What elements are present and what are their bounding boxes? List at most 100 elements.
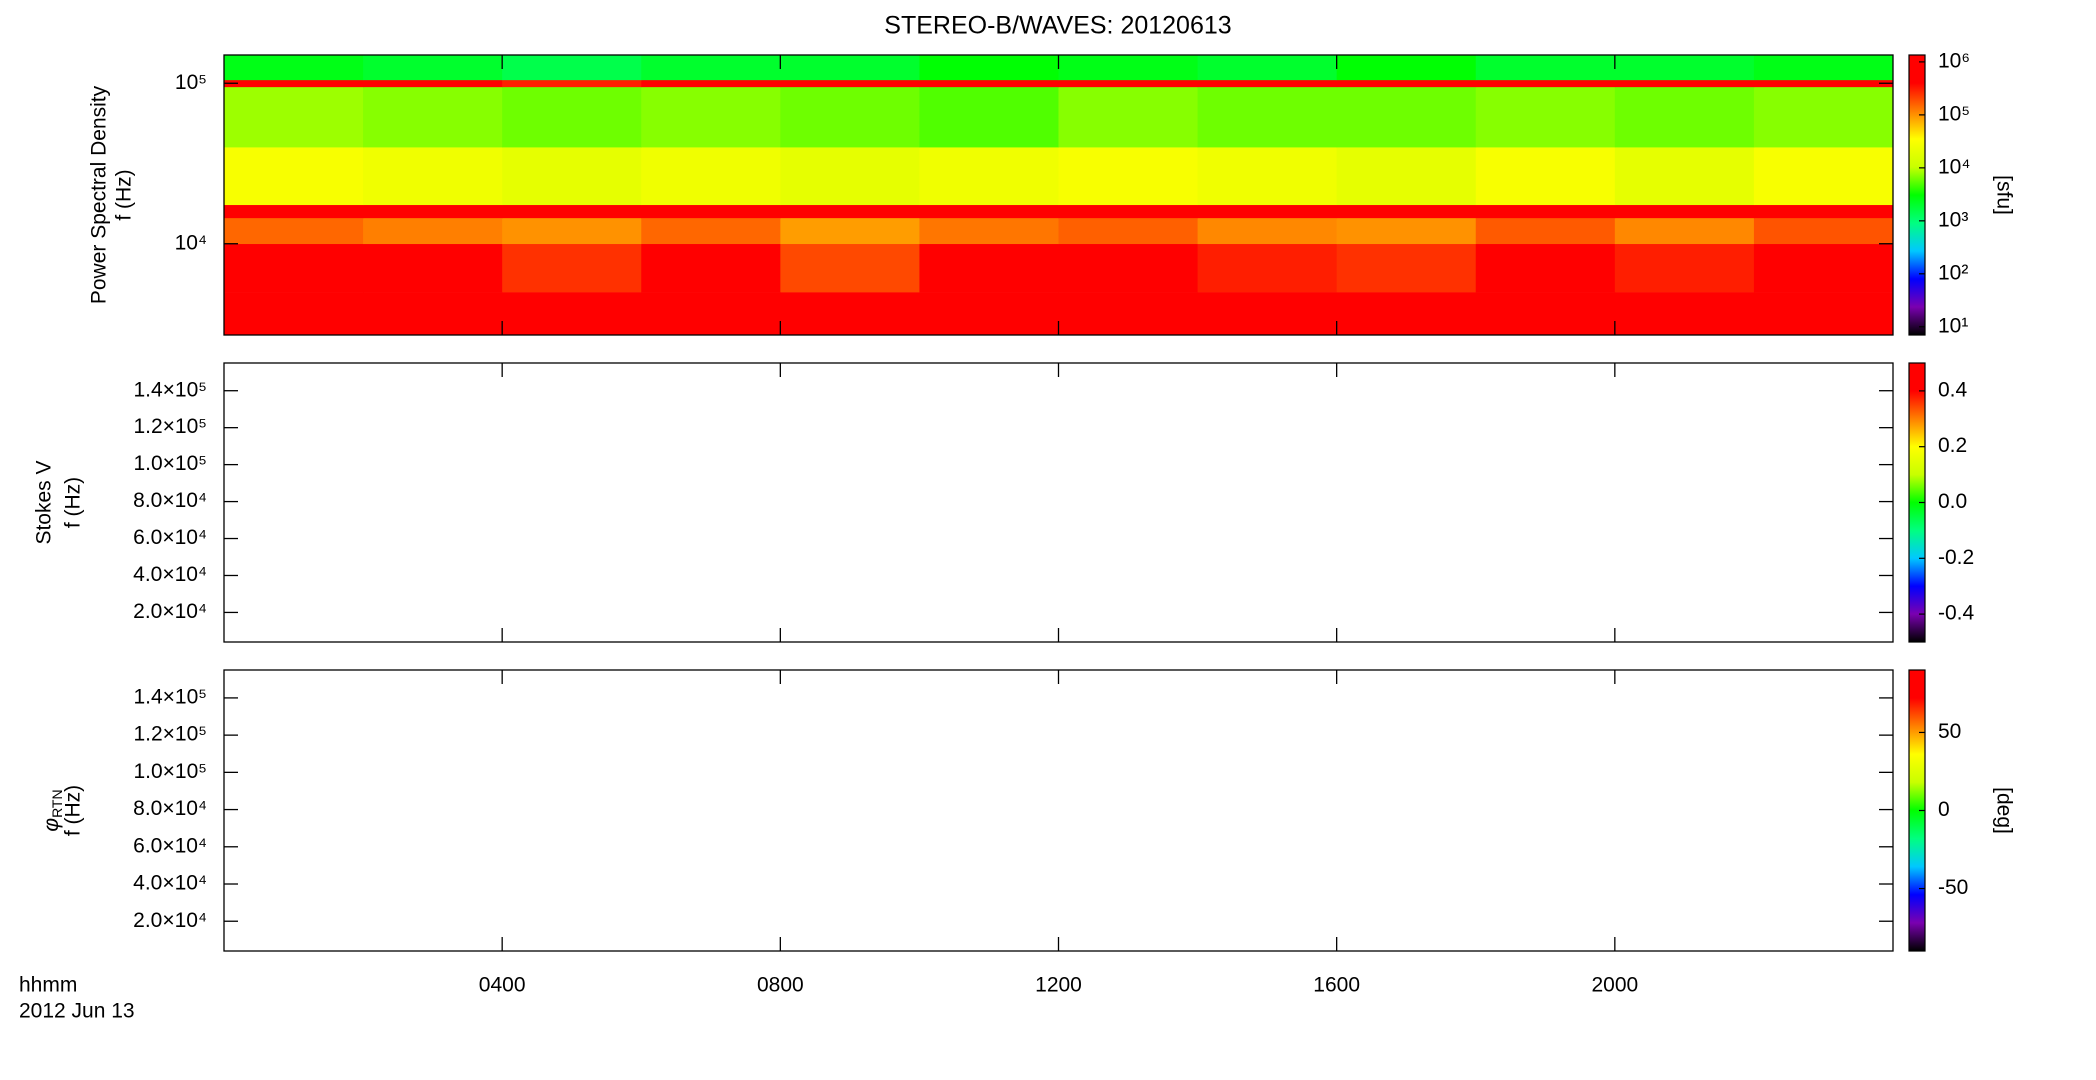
spectrogram-cell <box>363 86 503 148</box>
spectrogram-cell <box>224 86 364 148</box>
y-tick-label: 6.0×10⁴ <box>133 834 207 857</box>
spectrogram-cell <box>363 204 503 219</box>
y-tick-label: 2.0×10⁴ <box>133 600 207 623</box>
spectrogram-cell <box>363 147 503 206</box>
spectrogram-cell <box>1058 147 1199 206</box>
spectrogram-cell <box>641 243 781 293</box>
y-axis-label: f (Hz) <box>62 477 85 528</box>
spectrogram-cell <box>502 55 642 81</box>
spectrogram-cell <box>363 217 503 245</box>
spectrogram-cell <box>363 55 503 81</box>
y-tick-label: 2.0×10⁴ <box>133 909 207 932</box>
spectrogram-cell <box>641 79 781 88</box>
spectrogram-cell <box>919 217 1059 245</box>
spectrogram-cell <box>1614 243 1755 293</box>
spectrogram-cell <box>919 55 1059 81</box>
spectrogram-cell <box>641 86 781 148</box>
y-tick-label: 1.0×10⁵ <box>133 452 207 475</box>
spectrogram-cell <box>224 79 364 88</box>
colorbar-tick-label: 50 <box>1938 720 1961 743</box>
spectrogram-cell <box>1475 292 1616 336</box>
spectrogram-cell <box>363 292 503 336</box>
y-tick-label: 4.0×10⁴ <box>133 563 207 586</box>
spectrogram-cell <box>224 147 364 206</box>
spectrogram-cell <box>1753 147 1894 206</box>
spectrogram-cell <box>641 204 781 219</box>
spectrogram-cell <box>1475 147 1616 206</box>
spectrogram-cell <box>1614 79 1755 88</box>
spectrogram-cell <box>1614 217 1755 245</box>
spectrogram-cell <box>224 217 364 245</box>
spectrogram-cell <box>502 86 642 148</box>
spectrogram-cell <box>780 55 920 81</box>
spectrogram-cell <box>1197 292 1338 336</box>
x-tick-label: 1600 <box>1313 974 1360 997</box>
spectrogram-cell <box>1197 217 1338 245</box>
spectrogram-cell <box>1753 55 1894 81</box>
spectrogram-cell <box>1475 79 1616 88</box>
colorbar-tick-label: 0 <box>1938 798 1950 821</box>
x-axis-label: hhmm <box>19 974 77 997</box>
spectrogram-cell <box>1336 147 1477 206</box>
spectrogram-cell <box>780 79 920 88</box>
y-tick-label: 10⁵ <box>175 71 207 94</box>
spectrogram-cell <box>1058 86 1199 148</box>
colorbar-tick-label: 10⁶ <box>1938 49 1970 72</box>
spectrogram-cell <box>1336 217 1477 245</box>
x-tick-label: 0400 <box>479 974 526 997</box>
y-axis-label: f (Hz) <box>113 169 136 220</box>
y-tick-label: 4.0×10⁴ <box>133 872 207 895</box>
panel-frame <box>223 669 1894 952</box>
y-tick-label: 1.2×10⁵ <box>133 723 207 746</box>
spectrogram-cell <box>1336 204 1477 219</box>
x-axis-label: 2012 Jun 13 <box>19 1000 135 1023</box>
spectrogram-cell <box>641 147 781 206</box>
spectrogram-cell <box>502 204 642 219</box>
spectrogram-cell <box>641 292 781 336</box>
spectrogram-cell <box>780 217 920 245</box>
spectrogram-cell <box>502 217 642 245</box>
colorbar-tick-label: 0.2 <box>1938 434 1967 457</box>
y-tick-label: 8.0×10⁴ <box>133 797 207 820</box>
spectrogram-cell <box>919 147 1059 206</box>
spectrogram-cell <box>502 147 642 206</box>
spectrogram-cell <box>1753 204 1894 219</box>
spectrogram-cell <box>1475 204 1616 219</box>
spectrogram-cell <box>1197 86 1338 148</box>
spectrogram-cell <box>780 86 920 148</box>
spectrogram-cell <box>1614 86 1755 148</box>
spectrogram-cell <box>1197 55 1338 81</box>
y-tick-label: 1.4×10⁵ <box>133 685 207 708</box>
colorbar-tick-label: 10⁴ <box>1938 155 1970 178</box>
x-tick-label: 1200 <box>1035 974 1082 997</box>
spectrogram-cell <box>1197 243 1338 293</box>
spectrogram-cell <box>224 292 364 336</box>
y-tick-label: 6.0×10⁴ <box>133 526 207 549</box>
spectrogram-cell <box>1475 243 1616 293</box>
spectrogram-cell <box>780 292 920 336</box>
y-axis-label-subscript: RTN <box>49 789 65 818</box>
spectrogram-cell <box>1614 292 1755 336</box>
spectrogram-cell <box>1058 55 1199 81</box>
spectrogram-cell <box>1614 204 1755 219</box>
colorbar-tick-label: 10³ <box>1938 208 1968 231</box>
spectrogram-cell <box>1614 55 1755 81</box>
colorbar-tick-label: -50 <box>1938 876 1968 899</box>
spectrogram-cell <box>1753 86 1894 148</box>
y-axis-label: f (Hz) <box>62 785 85 836</box>
colorbar-tick-label: 10² <box>1938 261 1968 284</box>
spectrogram-cell <box>1336 55 1477 81</box>
spectrogram-cell <box>1058 79 1199 88</box>
spectrogram-cell <box>1753 79 1894 88</box>
colorbar-label: [sfu] <box>1992 175 2015 215</box>
spectrogram-cell <box>502 292 642 336</box>
y-tick-label: 8.0×10⁴ <box>133 489 207 512</box>
y-tick-label: 1.0×10⁵ <box>133 760 207 783</box>
spectrogram-cell <box>1336 86 1477 148</box>
spectrogram-cell <box>919 86 1059 148</box>
x-tick-label: 2000 <box>1591 974 1638 997</box>
spectrogram-cell <box>1197 204 1338 219</box>
y-axis-label: Stokes V <box>33 460 56 544</box>
panel-frame <box>223 362 1894 643</box>
